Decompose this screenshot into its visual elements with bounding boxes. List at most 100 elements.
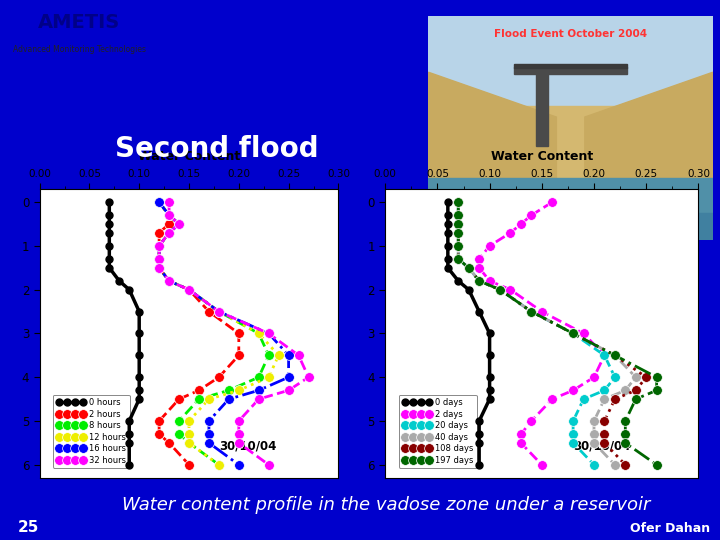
197 days: [454, 212, 463, 219]
2 hours: [155, 230, 163, 236]
2 days: [506, 286, 515, 293]
20 days: [527, 308, 536, 315]
0 days: [444, 256, 452, 262]
20 days: [454, 212, 463, 219]
Text: Flood Event October 2004: Flood Event October 2004: [494, 29, 647, 39]
32 hours: [304, 374, 312, 381]
16 hours: [225, 396, 233, 402]
8 hours: [215, 462, 223, 468]
Line: 0 days: 0 days: [444, 199, 493, 468]
0 hours: [115, 278, 124, 284]
2 days: [569, 387, 577, 394]
16 hours: [184, 286, 193, 293]
0 hours: [105, 230, 114, 236]
197 days: [454, 242, 463, 249]
20 days: [454, 230, 463, 236]
16 hours: [204, 418, 213, 424]
108 days: [495, 286, 504, 293]
8 hours: [155, 199, 163, 205]
12 hours: [184, 286, 193, 293]
12 hours: [204, 396, 213, 402]
32 hours: [235, 418, 243, 424]
108 days: [454, 221, 463, 227]
2 days: [517, 221, 526, 227]
20 days: [600, 352, 609, 359]
Bar: [514, 66, 628, 75]
16 hours: [165, 212, 174, 219]
Polygon shape: [428, 72, 557, 184]
108 days: [569, 330, 577, 337]
32 hours: [175, 221, 184, 227]
0 days: [485, 387, 494, 394]
12 hours: [264, 374, 273, 381]
32 hours: [155, 265, 163, 271]
2 days: [537, 308, 546, 315]
16 hours: [215, 308, 223, 315]
Line: 2 hours: 2 hours: [154, 197, 243, 470]
8 hours: [254, 374, 263, 381]
2 days: [485, 242, 494, 249]
0 hours: [105, 199, 114, 205]
20 days: [569, 418, 577, 424]
12 hours: [184, 440, 193, 446]
32 hours: [165, 278, 174, 284]
Text: 25: 25: [18, 520, 40, 535]
108 days: [454, 199, 463, 205]
40 days: [611, 352, 619, 359]
Text: Water content profile in the vadose zone under a reservoir: Water content profile in the vadose zone…: [122, 496, 651, 514]
40 days: [527, 308, 536, 315]
Bar: [536, 68, 548, 146]
108 days: [600, 440, 609, 446]
2 days: [517, 440, 526, 446]
40 days: [464, 265, 473, 271]
2 hours: [155, 256, 163, 262]
12 hours: [165, 212, 174, 219]
2 days: [475, 265, 484, 271]
197 days: [652, 374, 661, 381]
12 hours: [165, 278, 174, 284]
0 hours: [105, 212, 114, 219]
197 days: [621, 440, 629, 446]
20 days: [569, 440, 577, 446]
Polygon shape: [585, 72, 713, 184]
197 days: [652, 462, 661, 468]
197 days: [454, 230, 463, 236]
108 days: [621, 462, 629, 468]
0 days: [475, 440, 484, 446]
12 hours: [215, 308, 223, 315]
32 hours: [264, 462, 273, 468]
20 days: [454, 199, 463, 205]
20 days: [611, 374, 619, 381]
40 days: [475, 278, 484, 284]
Bar: [428, 16, 713, 117]
2 hours: [194, 387, 203, 394]
16 hours: [204, 440, 213, 446]
Bar: [428, 213, 713, 240]
108 days: [527, 308, 536, 315]
108 days: [475, 278, 484, 284]
8 hours: [264, 352, 273, 359]
2 days: [548, 396, 557, 402]
197 days: [464, 265, 473, 271]
32 hours: [235, 431, 243, 437]
108 days: [454, 242, 463, 249]
12 hours: [155, 199, 163, 205]
2 hours: [165, 440, 174, 446]
0 hours: [135, 387, 143, 394]
12 hours: [155, 256, 163, 262]
32 hours: [165, 212, 174, 219]
2 hours: [155, 431, 163, 437]
108 days: [611, 352, 619, 359]
32 hours: [284, 387, 293, 394]
2 days: [590, 374, 598, 381]
2 days: [600, 352, 609, 359]
16 hours: [175, 221, 184, 227]
16 hours: [254, 387, 263, 394]
2 hours: [235, 330, 243, 337]
Text: 30/10/04: 30/10/04: [219, 439, 276, 452]
8 hours: [184, 440, 193, 446]
197 days: [652, 387, 661, 394]
Text: 30/10/04: 30/10/04: [573, 439, 631, 452]
0 hours: [135, 352, 143, 359]
12 hours: [175, 221, 184, 227]
